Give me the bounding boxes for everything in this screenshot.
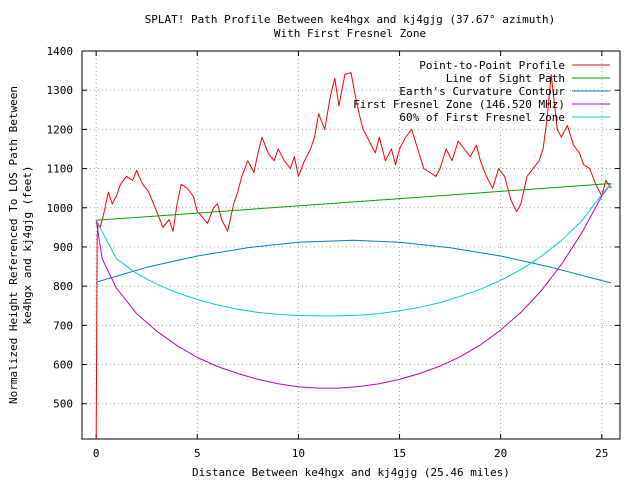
x-tick-label: 10 — [292, 447, 305, 460]
grid-lines — [82, 51, 620, 439]
y-tick-label: 800 — [53, 280, 73, 293]
x-axis-label: Distance Between ke4hgx and kj4gjg (25.4… — [192, 466, 510, 479]
series-lines — [95, 72, 612, 440]
legend-label: 60% of First Fresnel Zone — [399, 111, 565, 124]
legend-label: Point-to-Point Profile — [419, 59, 565, 72]
y-tick-label: 1100 — [47, 163, 74, 176]
plot-frame — [81, 50, 621, 440]
series-line-of-sight-path — [96, 183, 612, 221]
x-tick-label: 20 — [494, 447, 507, 460]
legend-label: Line of Sight Path — [446, 72, 565, 85]
y-tick-label: 1400 — [47, 45, 74, 58]
x-tick-label: 0 — [93, 447, 100, 460]
y-axis-label-line-1: Normalized Height Referenced To LOS Path… — [7, 86, 20, 404]
y-tick-label: 700 — [53, 319, 73, 332]
series-point-to-point-profile — [95, 72, 612, 440]
x-tick-label: 15 — [393, 447, 406, 460]
x-tick-label: 25 — [595, 447, 608, 460]
x-tick-label: 5 — [194, 447, 201, 460]
series-first-fresnel-zone-146-520-mhz — [95, 183, 612, 389]
axis-ticks: 0 5 10 15 20 25 500 600 700 800 900 1000 1100 1200 130… — [47, 45, 620, 460]
y-tick-label: 1300 — [47, 84, 74, 97]
legend-label: First Fresnel Zone (146.520 MHz) — [353, 98, 565, 111]
y-tick-label: 1000 — [47, 202, 74, 215]
series-60-of-first-fresnel-zone — [95, 183, 612, 317]
y-tick-label: 600 — [53, 359, 73, 372]
y-tick-label: 900 — [53, 241, 73, 254]
y-axis-label-line-2: ke4hgx and kj4gjg (feet) — [21, 166, 34, 325]
series-earth-s-curvature-contour — [96, 239, 612, 284]
legend-label: Earth's Curvature Contour — [399, 85, 565, 98]
chart-title-line-2: With First Fresnel Zone — [274, 27, 426, 40]
chart-title-line-1: SPLAT! Path Profile Between ke4hgx and k… — [145, 13, 556, 26]
y-tick-label: 500 — [53, 398, 73, 411]
y-tick-label: 1200 — [47, 123, 74, 136]
